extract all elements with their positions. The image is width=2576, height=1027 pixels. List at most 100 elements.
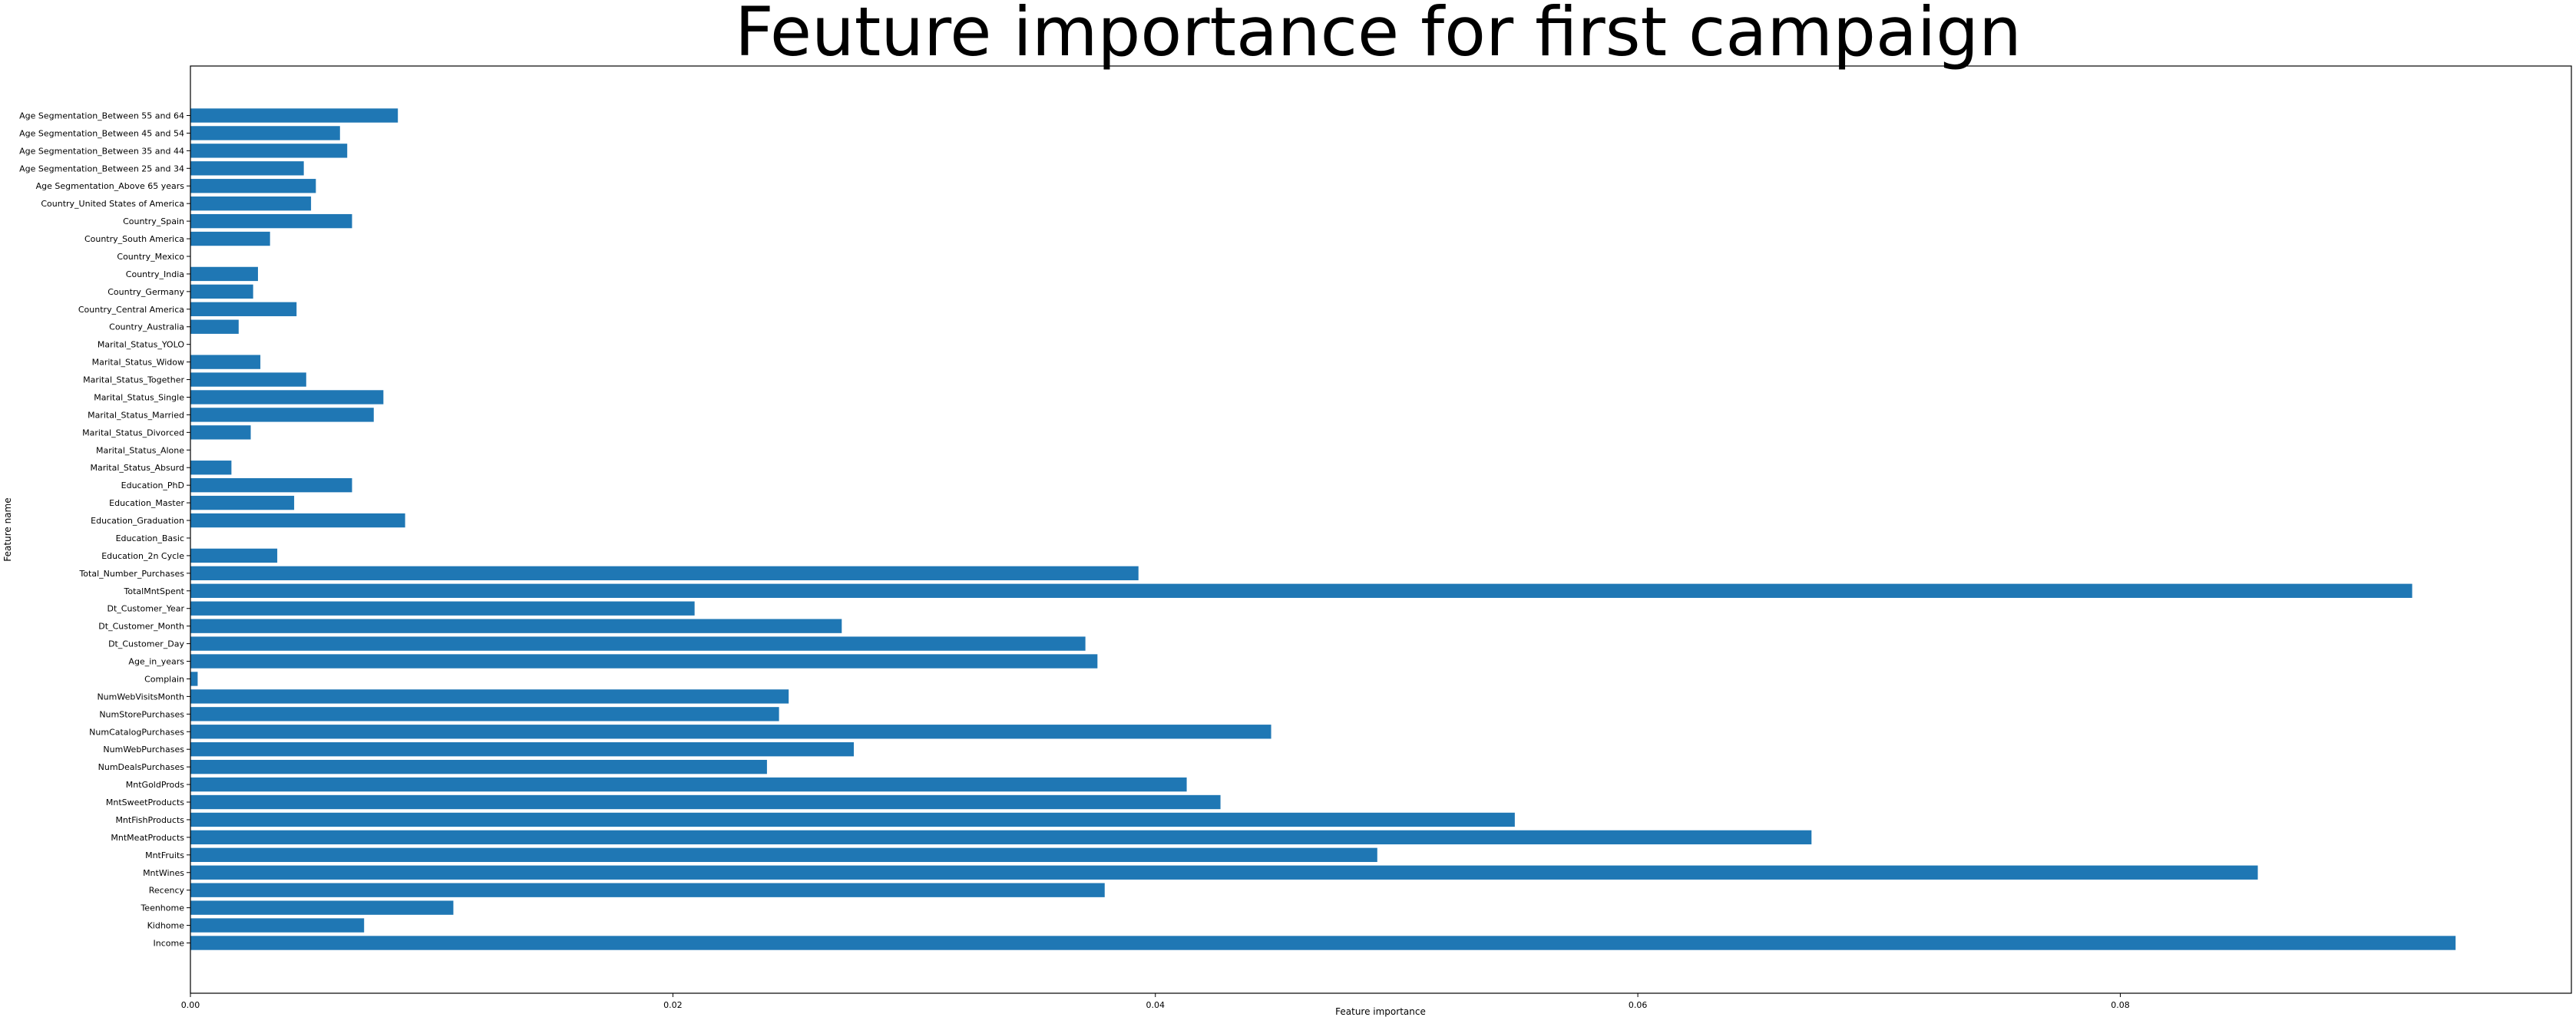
y-tick-label: MntFruits	[145, 850, 184, 860]
y-tick-label: Marital_Status_Together	[83, 375, 184, 385]
y-tick-label: TotalMntSpent	[124, 586, 185, 596]
y-tick-label: NumDealsPurchases	[98, 762, 185, 772]
bar	[190, 865, 2258, 880]
y-tick-label: Age_in_years	[128, 657, 184, 667]
bar	[190, 583, 2412, 598]
y-tick-label: Marital_Status_Married	[88, 410, 184, 420]
y-tick-label: Country_Mexico	[117, 252, 184, 262]
bar	[190, 355, 261, 369]
y-tick-label: Education_PhD	[121, 480, 184, 490]
bar	[190, 742, 855, 757]
y-tick-label: Dt_Customer_Month	[98, 622, 184, 632]
bar	[190, 812, 1515, 827]
y-tick-label: MntGoldProds	[126, 780, 185, 790]
bar	[190, 689, 789, 704]
y-tick-label: NumStorePurchases	[99, 709, 184, 719]
bar	[190, 408, 374, 422]
y-tick-label: Education_2n Cycle	[101, 551, 184, 561]
bar	[190, 759, 767, 774]
bar	[190, 390, 384, 405]
bar	[190, 372, 306, 387]
y-tick-label: Age Segmentation_Between 35 and 44	[19, 146, 184, 156]
x-tick-label: 0.04	[1146, 1000, 1165, 1010]
y-tick-label: Marital_Status_Single	[94, 392, 184, 402]
bar	[190, 319, 239, 334]
y-tick-label: Age Segmentation_Above 65 years	[36, 181, 185, 191]
y-tick-label: Education_Basic	[116, 533, 184, 543]
y-tick-label: Dt_Customer_Day	[108, 639, 184, 649]
y-tick-label: NumWebVisitsMonth	[97, 692, 184, 702]
y-tick-label: Marital_Status_Absurd	[91, 463, 185, 473]
bar	[190, 847, 1377, 862]
bar	[190, 144, 348, 158]
bar	[190, 425, 251, 440]
y-tick-label: Marital_Status_Widow	[92, 358, 184, 368]
bar	[190, 601, 695, 616]
y-tick-label: Country_United States of America	[41, 199, 184, 209]
y-tick-label: MntFishProducts	[115, 815, 184, 825]
y-tick-label: Country_Spain	[123, 216, 184, 226]
y-tick-label: Income	[154, 939, 185, 949]
y-tick-label: Country_Australia	[109, 322, 184, 332]
bar	[190, 707, 779, 722]
y-tick-label: Age Segmentation_Between 55 and 64	[19, 111, 184, 121]
x-axis-label: Feature importance	[1335, 1006, 1426, 1017]
y-tick-label: Country_India	[126, 269, 184, 279]
y-tick-label: Teenhome	[140, 903, 184, 913]
bar	[190, 126, 340, 140]
bar	[190, 725, 1271, 739]
y-ticks-layer: Income Kidhome Teenhome Recency MntWines MntF…	[19, 111, 190, 949]
y-tick-label: Education_Graduation	[91, 516, 184, 526]
bar	[190, 654, 1098, 669]
bar	[190, 513, 405, 528]
bar	[190, 900, 454, 915]
y-tick-label: Dt_Customer_Year	[107, 604, 184, 614]
y-tick-label: Marital_Status_Divorced	[82, 428, 184, 438]
y-tick-label: Age Segmentation_Between 25 and 34	[19, 163, 184, 173]
bar	[190, 266, 258, 282]
bar	[190, 231, 270, 246]
bar	[190, 936, 2456, 950]
y-tick-label: Education_Master	[109, 498, 184, 508]
bar	[190, 830, 1812, 845]
bar	[190, 302, 297, 316]
x-tick-label: 0.00	[181, 1000, 200, 1010]
bar	[190, 477, 352, 493]
bar	[190, 213, 352, 229]
bar	[190, 636, 1086, 651]
y-tick-label: MntWines	[143, 868, 184, 878]
y-tick-label: Total_Number_Purchases	[78, 569, 184, 579]
bar	[190, 196, 312, 211]
x-tick-label: 0.08	[2111, 1000, 2130, 1010]
bar	[190, 777, 1187, 792]
y-tick-label: Country_South America	[84, 234, 184, 244]
y-tick-label: Country_Central America	[78, 305, 184, 315]
y-tick-label: Recency	[149, 886, 185, 896]
y-axis-label: Feature name	[2, 497, 13, 561]
y-tick-label: NumWebPurchases	[103, 745, 184, 755]
bar	[190, 179, 316, 193]
bar	[190, 918, 365, 933]
y-tick-label: Age Segmentation_Between 45 and 54	[19, 128, 184, 138]
y-tick-label: NumCatalogPurchases	[89, 727, 184, 737]
y-tick-label: Country_Germany	[107, 287, 184, 297]
bar	[190, 566, 1139, 581]
bar	[190, 284, 253, 299]
bar	[190, 794, 1221, 810]
axes-frame	[190, 65, 2572, 994]
x-tick-label: 0.06	[1629, 1000, 1648, 1010]
bars-layer	[190, 108, 2456, 950]
chart-title: Feuture importance for first campaign	[735, 0, 2022, 71]
bar	[190, 548, 278, 563]
bar	[190, 672, 198, 686]
bar	[190, 461, 232, 475]
y-tick-label: Marital_Status_YOLO	[98, 340, 184, 350]
x-ticks-layer: 0.00 0.02 0.04 0.06 0.08	[181, 993, 2130, 1010]
bar	[190, 619, 842, 633]
y-tick-label: MntMeatProducts	[111, 833, 184, 843]
y-tick-label: MntSweetProducts	[106, 797, 184, 807]
y-tick-label: Complain	[144, 674, 184, 684]
bar	[190, 883, 1105, 897]
